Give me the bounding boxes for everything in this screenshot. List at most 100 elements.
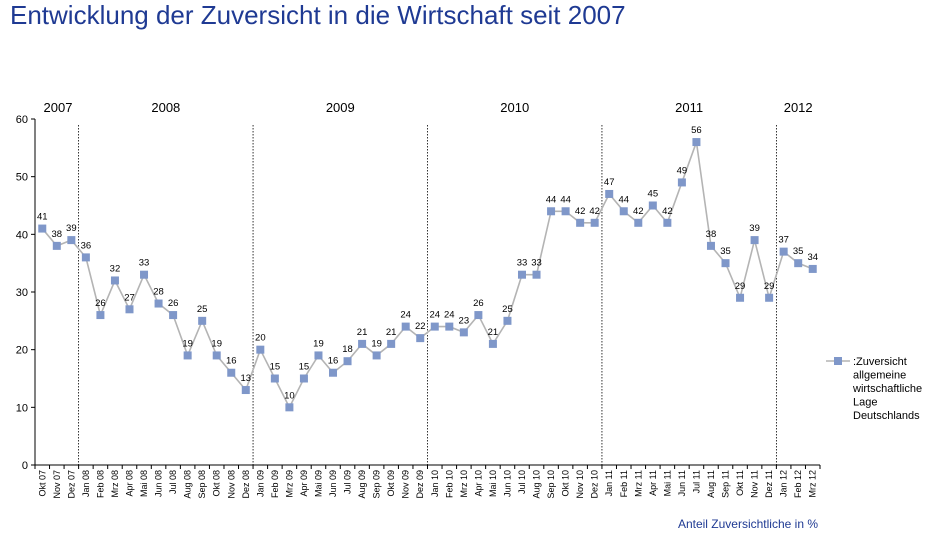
data-label: 10 xyxy=(284,390,295,401)
data-label: 16 xyxy=(328,356,339,367)
data-label: 15 xyxy=(299,362,310,373)
x-tick-label: Apr 09 xyxy=(299,470,309,497)
x-tick-label: Dez 10 xyxy=(590,470,600,499)
data-label: 21 xyxy=(386,327,397,338)
data-point xyxy=(110,276,119,285)
x-tick-label: Feb 09 xyxy=(270,470,280,498)
data-label: 47 xyxy=(604,177,615,188)
data-point xyxy=(445,322,454,331)
data-point xyxy=(329,368,338,377)
x-tick-label: Feb 11 xyxy=(619,470,629,497)
year-labels: 2007 2008 2009 2010 2011 2012 xyxy=(44,100,813,115)
chart-axes xyxy=(31,118,821,469)
x-tick-labels: Okt 07 Nov 07 Dez 07 Jan 08 Feb 08 Mrz 08 Apr … xyxy=(37,470,817,499)
data-label: 44 xyxy=(618,194,629,205)
data-label: 22 xyxy=(415,321,426,332)
data-series xyxy=(38,138,817,412)
data-point xyxy=(183,351,192,360)
data-label: 27 xyxy=(124,292,135,303)
data-label: 44 xyxy=(560,194,571,205)
data-label: 15 xyxy=(270,362,281,373)
data-point xyxy=(794,259,803,268)
x-tick-label: Apr 11 xyxy=(648,470,658,496)
data-label: 21 xyxy=(488,327,499,338)
x-tick-label: Mrz 11 xyxy=(633,470,643,497)
data-point xyxy=(430,322,439,331)
data-label: 25 xyxy=(502,304,513,315)
x-tick-label: Jan 09 xyxy=(255,470,265,497)
x-tick-label: Mai 09 xyxy=(313,470,323,497)
x-tick-label: Feb 10 xyxy=(444,470,454,498)
x-tick-label: Dez 08 xyxy=(241,470,251,499)
x-tick-label: Okt 10 xyxy=(561,470,571,497)
x-tick-label: Sep 09 xyxy=(372,470,382,499)
y-tick-label: 20 xyxy=(16,345,28,357)
x-tick-label: Mrz 08 xyxy=(110,470,120,498)
data-label: 26 xyxy=(168,298,179,309)
x-tick-label: Jun 11 xyxy=(677,470,687,496)
data-point xyxy=(576,218,585,227)
data-point xyxy=(619,207,628,216)
data-point xyxy=(38,224,47,233)
legend-label-line: allgemeine xyxy=(853,370,906,382)
x-tick-label: Nov 11 xyxy=(750,470,760,498)
x-tick-label: Aug 10 xyxy=(532,470,542,499)
x-tick-label: Jul 10 xyxy=(517,470,527,494)
data-label: 38 xyxy=(706,229,717,240)
x-tick-label: Sep 08 xyxy=(197,470,207,499)
data-point xyxy=(285,403,294,412)
data-label: 19 xyxy=(313,338,324,349)
data-label: 29 xyxy=(764,281,775,292)
data-point xyxy=(750,236,759,245)
data-point xyxy=(765,293,774,302)
year-label: 2012 xyxy=(784,100,813,115)
data-label: 39 xyxy=(749,223,760,234)
x-tick-label: Mai 08 xyxy=(139,470,149,497)
data-label: 45 xyxy=(648,189,659,200)
data-point xyxy=(241,386,250,395)
data-point xyxy=(474,311,483,320)
data-point xyxy=(52,241,61,250)
data-point xyxy=(140,270,149,279)
data-label: 18 xyxy=(342,344,353,355)
x-tick-label: Nov 09 xyxy=(401,470,411,499)
data-point xyxy=(634,218,643,227)
data-point xyxy=(517,270,526,279)
data-point xyxy=(721,259,730,268)
data-point xyxy=(314,351,323,360)
data-point xyxy=(459,328,468,337)
x-tick-label: Jul 11 xyxy=(691,470,701,493)
data-label: 41 xyxy=(37,212,48,223)
x-tick-label: Jul 08 xyxy=(168,470,178,494)
x-tick-label: Jan 10 xyxy=(430,470,440,497)
data-point xyxy=(590,218,599,227)
year-label: 2009 xyxy=(326,100,355,115)
data-label: 32 xyxy=(110,263,121,274)
data-label: 44 xyxy=(546,194,557,205)
x-tick-label: Sep 11 xyxy=(721,470,731,498)
legend-label-line: :Zuversicht xyxy=(853,356,907,368)
data-label: 29 xyxy=(735,281,746,292)
x-tick-label: Mai 11 xyxy=(662,470,672,496)
data-label: 25 xyxy=(197,304,208,315)
y-tick-label: 30 xyxy=(16,287,28,299)
x-tick-label: Nov 10 xyxy=(575,470,585,499)
data-label: 26 xyxy=(95,298,106,309)
page-title: Entwicklung der Zuversicht in die Wirtsc… xyxy=(10,0,626,30)
x-tick-label: Mai 10 xyxy=(488,470,498,497)
y-tick-label: 50 xyxy=(16,172,28,184)
data-point xyxy=(416,334,425,343)
data-point xyxy=(256,345,265,354)
x-tick-label: Jan 08 xyxy=(81,470,91,497)
data-label: 24 xyxy=(444,310,455,321)
data-point xyxy=(198,316,207,325)
y-tick-label: 10 xyxy=(16,402,28,414)
year-label: 2011 xyxy=(675,100,703,115)
data-label: 42 xyxy=(575,206,586,217)
data-label: 24 xyxy=(400,310,411,321)
x-tick-label: Sep 10 xyxy=(546,470,556,499)
x-tick-label: Dez 09 xyxy=(415,470,425,499)
data-labels: 4138393626322733282619251916132015101519… xyxy=(37,125,818,401)
x-tick-label: Apr 10 xyxy=(473,470,483,497)
